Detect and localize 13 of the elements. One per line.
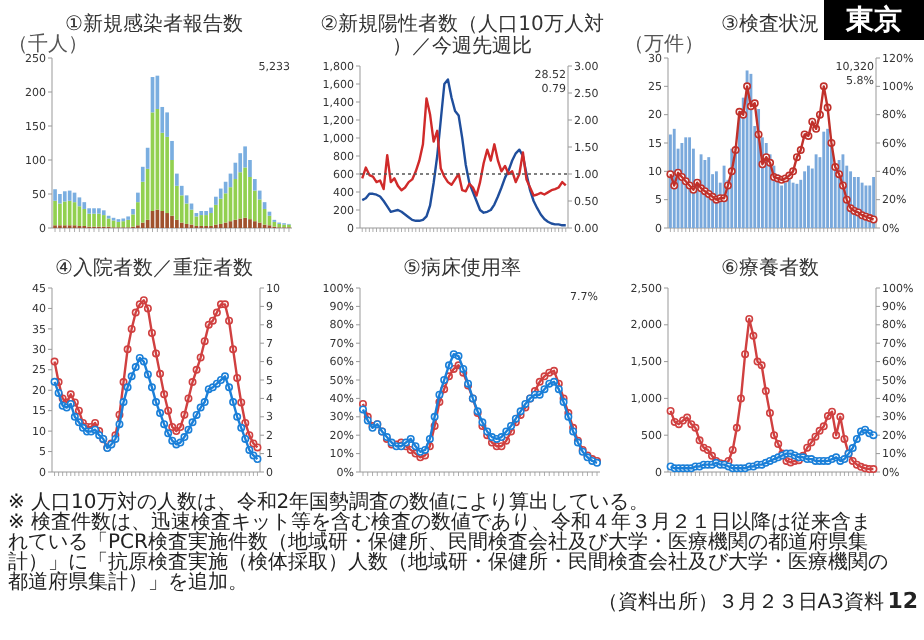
chart-title: ⑥療養者数 <box>721 256 819 280</box>
y-axis-title: （万件） <box>624 34 704 56</box>
chart-title: ④入院者数／重症者数 <box>55 256 253 280</box>
text: （資料出所）３月２３日A3資料 <box>597 590 884 614</box>
text: ※ 検査件数は、迅速検査キット等を含む検査の数値であり、令和４年３月２１日以降は従来含まれている「PCR検査実施件数（地域研・保健所、民間検査会社及び大学・医療機関の都道府県集計）」に「抗原検査実施（検体採取）人数（地域研・保健所・民間検査会社及び大学・医療機関の都道府県集計）」を追加。 <box>8 510 888 594</box>
chart-title: ⑤病床使用率 <box>403 256 521 280</box>
y-axis-title: （千人） <box>8 32 88 56</box>
text: ※ 人口10万対の人数は、令和2年国勢調査の数値により算出している。 <box>8 490 650 514</box>
chart-title: ①新規感染者報告数 <box>65 12 243 36</box>
text: 12 <box>887 588 918 614</box>
chart-title: ②新規陽性者数（人口10万人対）／今週先週比 <box>320 12 604 58</box>
chart-title: ③検査状況 <box>721 12 819 36</box>
text: 東京 <box>844 3 902 37</box>
